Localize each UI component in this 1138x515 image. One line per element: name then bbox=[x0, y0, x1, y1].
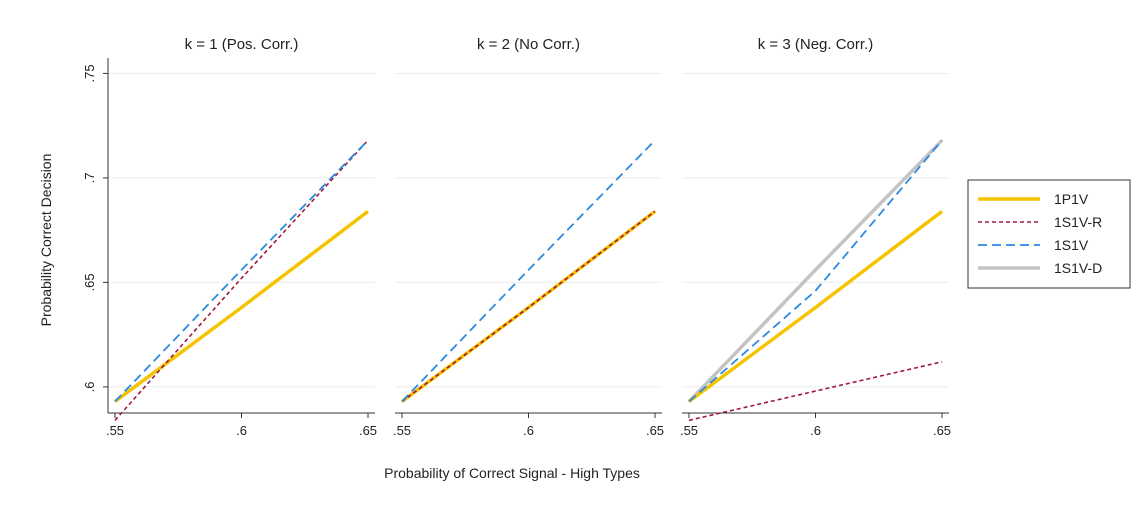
x-tick-label: .6 bbox=[236, 423, 247, 438]
series-line-1s1v-r bbox=[401, 210, 656, 403]
x-tick-label: .55 bbox=[393, 423, 411, 438]
x-tick-label: .6 bbox=[523, 423, 534, 438]
panel-title: k = 3 (Neg. Corr.) bbox=[758, 36, 873, 53]
legend-label-1s1v-r: 1S1V-R bbox=[1054, 214, 1102, 230]
legend-label-1s1v-d: 1S1V-D bbox=[1054, 260, 1102, 276]
series-line-1s1v-r bbox=[114, 139, 369, 421]
y-tick-label: .6 bbox=[82, 381, 97, 392]
series-line-1s1v bbox=[114, 139, 369, 403]
x-tick-label: .65 bbox=[646, 423, 664, 438]
y-axis-label: Probability Correct Decision bbox=[38, 154, 54, 327]
series-line-1s1v-d bbox=[687, 139, 944, 403]
x-tick-label: .65 bbox=[933, 423, 951, 438]
series-line-1s1v bbox=[401, 139, 656, 403]
panel-3: .55 .6 .65 k = 3 (Neg. Corr.) bbox=[680, 36, 951, 438]
panel-1: .6 .65 .7 .75 .55 .6 .65 k = 1 (Pos. Corr.) bbox=[82, 36, 377, 438]
x-axis-label: Probability of Correct Signal - High Typ… bbox=[384, 465, 640, 481]
series-line-1s1v bbox=[688, 139, 943, 403]
y-tick-label: .7 bbox=[82, 173, 97, 184]
y-tick-label: .75 bbox=[82, 64, 97, 82]
x-tick-label: .6 bbox=[810, 423, 821, 438]
panel-title: k = 1 (Pos. Corr.) bbox=[185, 36, 299, 53]
x-tick-label: .55 bbox=[106, 423, 124, 438]
series-line-1p1v bbox=[113, 209, 370, 403]
series-line-1p1v bbox=[687, 209, 944, 403]
legend-label-1p1v: 1P1V bbox=[1054, 191, 1089, 207]
panel-title: k = 2 (No Corr.) bbox=[477, 36, 580, 53]
panel-2: .55 .6 .65 k = 2 (No Corr.) bbox=[393, 36, 664, 438]
legend-label-1s1v: 1S1V bbox=[1054, 237, 1089, 253]
y-tick-label: .65 bbox=[82, 273, 97, 291]
legend-box bbox=[967, 179, 1131, 289]
series-line-1s1v-r bbox=[688, 361, 943, 422]
x-tick-label: .65 bbox=[359, 423, 377, 438]
legend: 1P1V 1S1V-R 1S1V 1S1V-D bbox=[967, 179, 1131, 289]
x-tick-label: .55 bbox=[680, 423, 698, 438]
panels-group: .6 .65 .7 .75 .55 .6 .65 k = 1 (Pos. Corr.) .55.… bbox=[82, 36, 951, 438]
